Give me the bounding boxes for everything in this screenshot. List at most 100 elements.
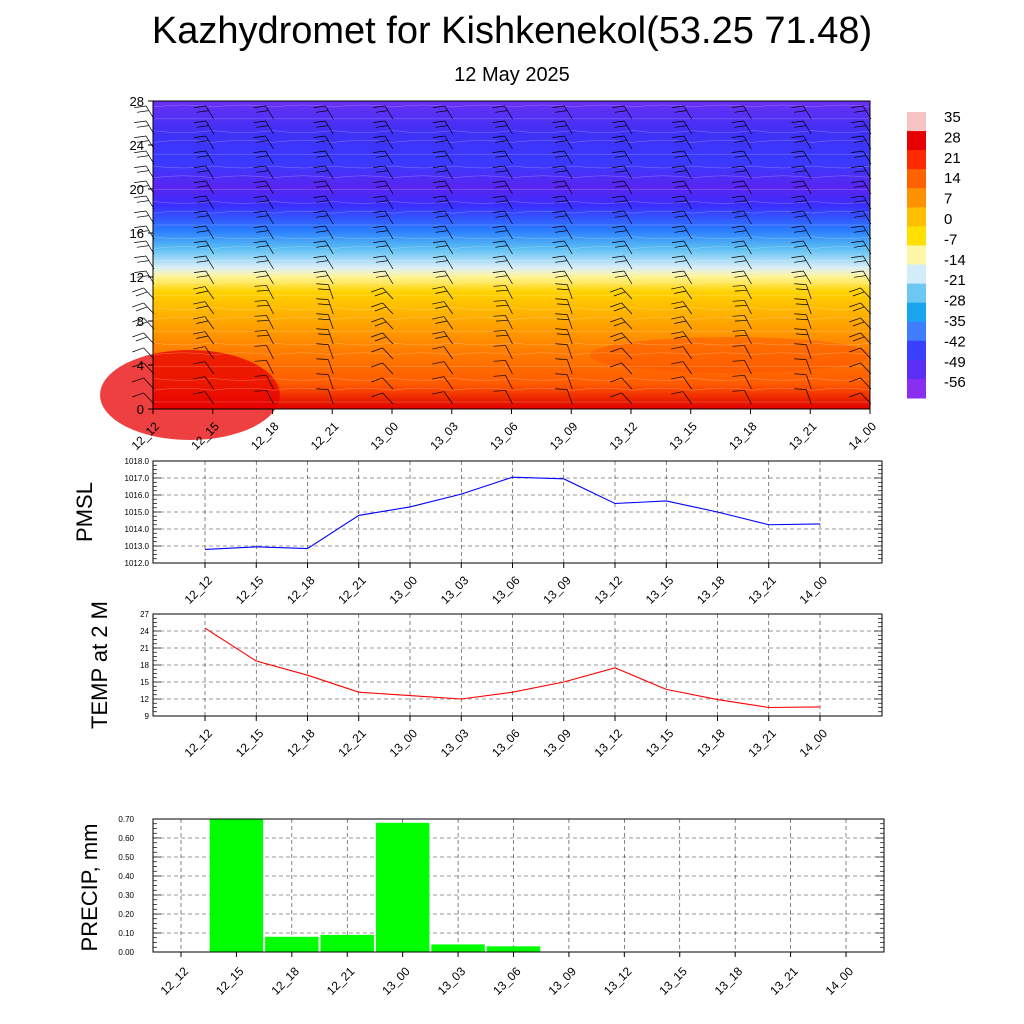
wind-barb — [316, 343, 334, 360]
wind-barb — [432, 210, 454, 225]
wind-barb — [371, 302, 394, 315]
x-tick-label: 13_15 — [643, 573, 677, 607]
wind-barb — [313, 105, 334, 120]
wind-barb — [371, 362, 394, 375]
wind-barb — [432, 316, 454, 330]
contour-line — [152, 140, 874, 143]
x-tick-label: 12_15 — [213, 964, 247, 998]
wind-barb — [791, 225, 812, 240]
wind-barb — [731, 270, 752, 285]
x-tick-label: 13_00 — [387, 573, 421, 607]
wind-barb — [612, 270, 633, 285]
wind-barb — [671, 331, 693, 345]
wind-barb — [253, 255, 274, 270]
wind-barb — [732, 375, 752, 390]
wind-barb — [493, 300, 513, 315]
wind-barb — [791, 210, 812, 225]
wind-barb — [794, 328, 812, 345]
chart-subtitle: 12 May 2025 — [454, 64, 570, 86]
colorbar-swatch — [907, 207, 926, 227]
wind-barb — [193, 301, 215, 315]
wind-barb — [849, 302, 872, 315]
wind-barb — [373, 180, 394, 195]
wind-barb — [432, 301, 454, 315]
wind-barb — [253, 195, 274, 210]
wind-barb — [671, 165, 693, 180]
y-tick-label: 0.50 — [118, 853, 134, 862]
wind-barb — [849, 317, 872, 330]
y-tick-label: 0.70 — [118, 815, 134, 824]
wind-barb — [731, 150, 752, 165]
wind-barb — [193, 195, 215, 210]
x-tick-label: 14_00 — [797, 726, 831, 760]
wind-barb — [253, 180, 274, 195]
wind-barb — [432, 255, 454, 270]
y-axis-label: PMSL — [72, 482, 97, 542]
x-tick-label: 13_00 — [387, 726, 421, 760]
wind-barb — [316, 373, 334, 390]
wind-barb — [316, 283, 334, 300]
wind-barb — [371, 347, 394, 360]
x-tick-label: 13_18 — [712, 964, 746, 998]
wind-barb — [555, 298, 573, 315]
wind-barb — [193, 255, 215, 270]
colorbar-label: 14 — [944, 170, 961, 187]
wind-barb — [316, 328, 334, 345]
wind-barb — [253, 150, 274, 165]
wind-barb — [373, 270, 394, 285]
wind-barb — [555, 313, 573, 330]
wind-barb — [132, 362, 155, 375]
wind-barb — [373, 150, 394, 165]
temp-panel — [152, 613, 883, 721]
y-tick-label: 1014.0 — [125, 525, 150, 534]
cross-section-panel — [100, 100, 926, 440]
wind-barb — [731, 210, 752, 225]
panel-frame — [152, 460, 883, 564]
colorbar-swatch — [907, 131, 926, 151]
wind-barb — [313, 120, 334, 135]
wind-barb — [732, 315, 752, 330]
wind-barb — [492, 150, 513, 165]
wind-barb — [671, 180, 693, 195]
wind-barb — [671, 105, 693, 120]
contour-line — [152, 165, 874, 169]
wind-barb — [316, 388, 334, 405]
colorbar-swatch — [907, 283, 926, 304]
wind-barb — [552, 270, 573, 285]
x-tick-label: 13_18 — [694, 726, 728, 760]
wind-barb — [313, 135, 334, 150]
wind-barb — [493, 375, 513, 390]
wind-barb — [193, 361, 215, 375]
wind-barb — [671, 301, 693, 315]
wind-barb — [794, 313, 812, 330]
wind-barb — [193, 105, 215, 120]
x-tick-label: 13_21 — [745, 726, 779, 760]
colorbar-swatch — [907, 302, 926, 323]
x-tick-label: 14_00 — [823, 964, 857, 998]
wind-barb — [432, 331, 454, 345]
wind-barb — [493, 315, 513, 330]
colorbar-label: 28 — [944, 129, 961, 146]
wind-barb — [432, 286, 454, 300]
colorbar-label: -42 — [944, 333, 966, 350]
wind-barb — [849, 377, 872, 390]
wind-barb — [432, 165, 454, 180]
x-tick-label: 13_15 — [643, 726, 677, 760]
wind-barb — [492, 120, 513, 135]
colorbar-swatch — [907, 112, 926, 132]
panel-frame — [152, 818, 885, 953]
wind-barb — [612, 135, 633, 150]
wind-barb — [552, 240, 573, 255]
wind-barb — [316, 313, 334, 330]
pmsl-panel — [152, 460, 883, 568]
wind-barb — [492, 105, 513, 120]
x-tick-label: 13_03 — [435, 964, 469, 998]
wind-barb — [732, 360, 752, 375]
wind-barb — [493, 390, 513, 405]
wind-barb — [132, 302, 155, 315]
wind-barb — [492, 255, 513, 270]
colorbar-swatch — [907, 378, 926, 399]
x-tick-label: 13_06 — [489, 726, 523, 760]
contour-line — [152, 281, 874, 285]
